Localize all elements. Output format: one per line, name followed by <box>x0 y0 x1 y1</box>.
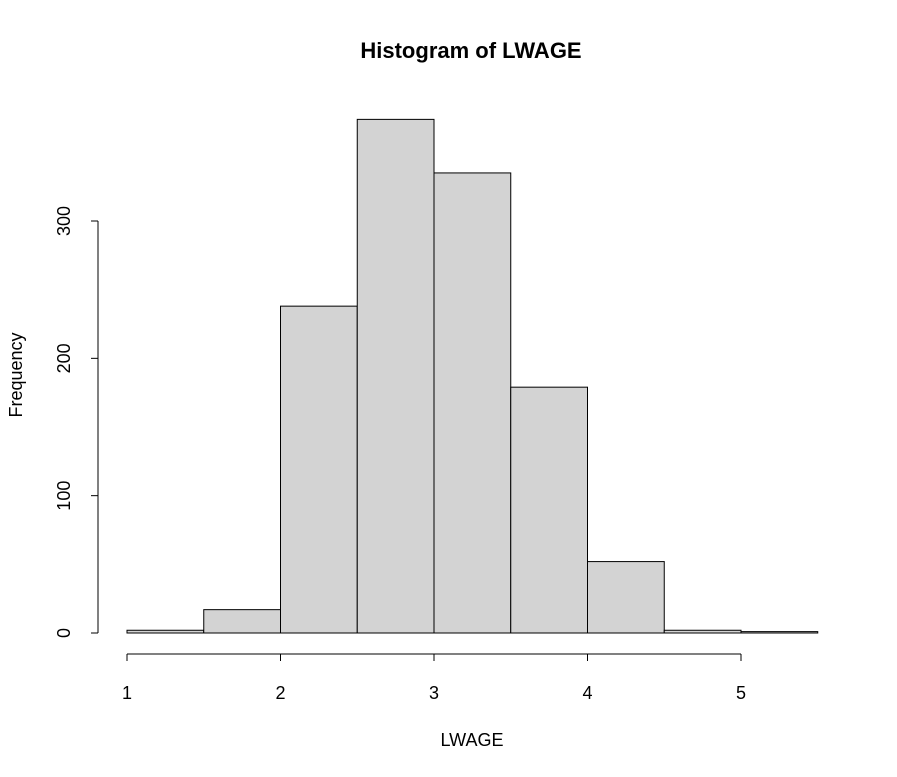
x-tick-label: 2 <box>275 683 285 703</box>
chart-title: Histogram of LWAGE <box>360 38 581 63</box>
histogram-bar-3 <box>356 118 435 634</box>
histogram-bar-0 <box>126 629 205 634</box>
y-tick-label: 200 <box>54 343 74 373</box>
y-tick-label: 0 <box>54 628 74 638</box>
x-tick-label: 3 <box>429 683 439 703</box>
x-tick-label: 4 <box>582 683 592 703</box>
x-tick-label: 5 <box>736 683 746 703</box>
x-tick-label: 1 <box>122 683 132 703</box>
histogram-bar-7 <box>663 629 742 634</box>
histogram-bar-6 <box>587 561 665 634</box>
histogram-bar-2 <box>280 305 358 634</box>
histogram-bar-4 <box>433 172 512 634</box>
y-axis: 0 100 200 300 <box>54 206 99 638</box>
y-axis-label: Frequency <box>6 332 26 417</box>
y-tick-label: 300 <box>54 206 74 236</box>
histogram-bar-5 <box>510 386 588 634</box>
x-axis-label: LWAGE <box>440 730 503 750</box>
histogram-bar-8 <box>740 631 819 634</box>
histogram-bar-1 <box>203 609 281 634</box>
bars-group <box>126 118 819 634</box>
y-tick-label: 100 <box>54 481 74 511</box>
x-axis: 1 2 3 4 5 <box>122 653 746 703</box>
